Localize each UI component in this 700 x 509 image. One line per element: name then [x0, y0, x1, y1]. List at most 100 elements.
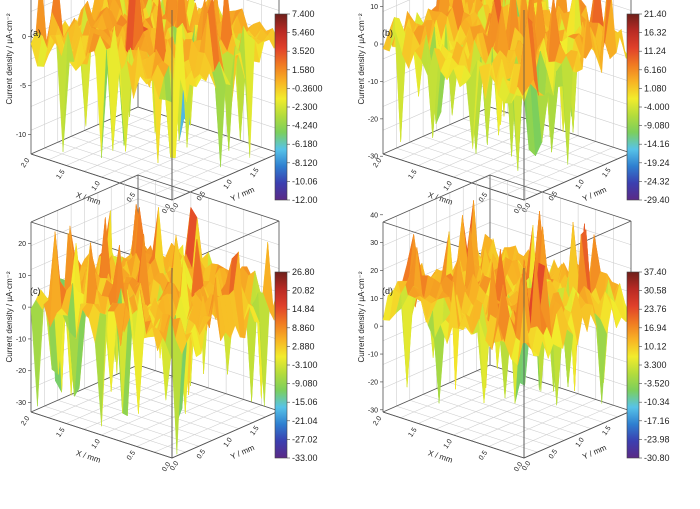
- floor-gridline: [400, 370, 508, 419]
- colorbar-label: 20.82: [292, 286, 315, 296]
- z-tick-label: -10: [16, 132, 26, 139]
- z-axis-label: Current density / µA·cm⁻²: [5, 13, 14, 104]
- box-edge: [382, 364, 491, 413]
- box-edge: [171, 410, 280, 459]
- z-tick-label: 0: [22, 305, 26, 312]
- y-tick-label: 1.5: [601, 167, 612, 179]
- x-tick-label: 2.0: [372, 415, 383, 427]
- x-tick-label: 0.0: [513, 203, 524, 215]
- surface-patch: [517, 303, 530, 366]
- x-tick-label: 0.0: [161, 203, 172, 215]
- surface-patch: [243, 26, 255, 158]
- surface-patch: [517, 86, 530, 103]
- y-tick-label: 0.0: [521, 202, 532, 214]
- z-tick-label: -5: [20, 83, 26, 90]
- y-axis-label: Y / mm: [581, 443, 608, 462]
- box-edge: [137, 106, 280, 154]
- colorbar-label: 21.40: [644, 9, 667, 19]
- colorbar-label: -33.00: [292, 453, 318, 463]
- floor-gridline: [418, 118, 526, 166]
- y-tick-label: 1.0: [575, 179, 586, 191]
- x-tick-label: 2.0: [20, 157, 31, 169]
- panel-label: (b): [382, 28, 393, 38]
- colorbar: [274, 271, 288, 459]
- x-tick-label: 1.5: [55, 169, 66, 181]
- y-tick-label: 0.5: [548, 448, 559, 460]
- surface-patch: [165, 28, 178, 158]
- colorbar-label: 2.880: [292, 341, 315, 351]
- z-tick-label: 20: [370, 268, 378, 275]
- box-edge: [137, 174, 280, 222]
- x-tick-label: 1.5: [407, 427, 418, 439]
- y-tick-label: 1.0: [223, 437, 234, 449]
- floor-gridline: [476, 370, 618, 418]
- colorbar-label: 3.520: [292, 46, 315, 56]
- colorbar-label: -17.16: [644, 416, 670, 426]
- x-tick-label: 1.5: [55, 427, 66, 439]
- colorbar-label: 5.460: [292, 28, 315, 38]
- x-tick-label: 2.0: [20, 415, 31, 427]
- y-tick-label: 0.0: [521, 460, 532, 472]
- colorbar-label: 11.24: [644, 46, 666, 56]
- z-tick-label: -30: [368, 154, 378, 161]
- floor-gridline: [463, 376, 605, 424]
- floor-gridline: [449, 382, 591, 429]
- floor-gridline: [111, 118, 253, 166]
- colorbar-label: 3.300: [644, 360, 667, 370]
- box-edge: [382, 174, 491, 223]
- x-tick-label: 1.0: [91, 438, 102, 450]
- floor-gridline: [84, 388, 226, 435]
- colorbar-label: 23.76: [644, 304, 667, 314]
- x-tick-label: 1.0: [443, 438, 454, 450]
- z-tick-label: 30: [370, 240, 378, 247]
- colorbar-label: -24.32: [644, 176, 670, 186]
- colorbar-label: 26.80: [292, 267, 315, 277]
- colorbar-label: -15.06: [292, 397, 318, 407]
- z-tick-label: 10: [370, 4, 378, 11]
- x-tick-label: 0.0: [161, 461, 172, 473]
- box-edge: [30, 174, 139, 223]
- floor-gridline: [435, 123, 543, 172]
- x-tick-label: 0.5: [126, 192, 137, 204]
- box-edge: [489, 174, 632, 222]
- floor-gridline: [418, 376, 526, 424]
- y-axis-label: Y / mm: [581, 185, 608, 204]
- box-edge: [382, 153, 525, 201]
- colorbar-label: -23.98: [644, 434, 670, 444]
- colorbar-label: -6.180: [292, 139, 318, 149]
- colorbar-label: -19.24: [644, 158, 670, 168]
- z-tick-label: -30: [16, 400, 26, 407]
- chart-panel-1: 50-5-100.00.51.01.52.00.00.51.01.52.0X /…: [5, 0, 323, 215]
- y-axis-label: Y / mm: [229, 185, 256, 204]
- floor-gridline: [400, 112, 508, 161]
- colorbar-label: 37.40: [644, 267, 667, 277]
- box-edge: [171, 152, 280, 201]
- x-axis-label: X / mm: [427, 448, 454, 464]
- colorbar-label: -8.120: [292, 158, 318, 168]
- box-edge: [523, 152, 632, 201]
- surface: [382, 200, 632, 406]
- colorbar-label: 14.84: [292, 304, 315, 314]
- colorbar: [274, 13, 288, 201]
- surface-patch: [142, 0, 149, 9]
- z-tick-label: -10: [368, 352, 378, 359]
- z-axis-label: Current density / µA·cm⁻²: [357, 13, 366, 104]
- box-edge: [30, 411, 173, 459]
- surface: [30, 0, 280, 168]
- z-tick-label: -30: [368, 407, 378, 414]
- z-axis-label: Current density / µA·cm⁻²: [5, 271, 14, 362]
- y-tick-label: 0.5: [196, 190, 207, 202]
- colorbar-label: 1.580: [292, 65, 315, 75]
- y-tick-label: 0.0: [169, 202, 180, 214]
- colorbar-label: 16.32: [644, 28, 667, 38]
- y-axis-label: Y / mm: [229, 443, 256, 462]
- colorbar-label: 7.400: [292, 9, 315, 19]
- surface-patch: [165, 316, 178, 455]
- colorbar-label: 8.860: [292, 323, 315, 333]
- colorbar-label: -29.40: [644, 195, 670, 205]
- z-tick-label: -10: [368, 79, 378, 86]
- y-tick-label: 1.0: [223, 179, 234, 191]
- surface: [30, 204, 280, 455]
- surface-patch: [580, 303, 593, 332]
- floor-gridline: [435, 381, 543, 430]
